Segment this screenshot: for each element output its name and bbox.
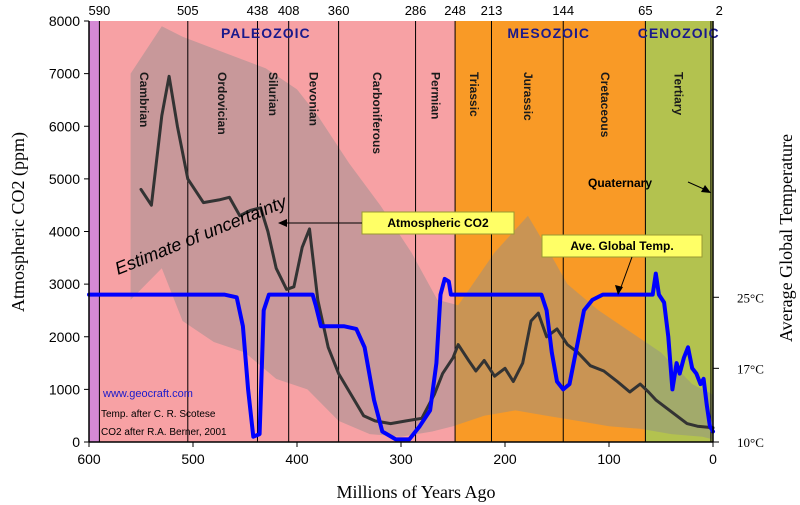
credit-co2: CO2 after R.A. Berner, 2001 [101, 427, 227, 438]
temp-callout-label: Ave. Global Temp. [570, 239, 673, 253]
period-label-carboniferous: Carboniferous [370, 72, 384, 154]
uncertainty-band-layer [130, 26, 714, 440]
top-boundary-label: 213 [481, 3, 503, 18]
top-boundary-label: 65 [638, 3, 652, 18]
precambrian-band [89, 21, 100, 442]
co2-callout-arrowhead [278, 219, 287, 227]
y2-tick-label: 10°C [737, 435, 764, 450]
temp-callout-pointer [619, 256, 633, 291]
top-boundary-label: 144 [552, 3, 574, 18]
period-label-cambrian: Cambrian [137, 72, 151, 127]
y-tick-label: 8000 [49, 13, 80, 29]
y-tick-label: 1000 [49, 381, 80, 397]
temp-callout-arrowhead [615, 285, 623, 295]
period-label-silurian: Silurian [266, 72, 280, 116]
x-tick-label: 100 [597, 451, 621, 467]
y-tick-label: 5000 [49, 171, 80, 187]
period-label-ordovician: Ordovician [215, 72, 229, 135]
y2-tick-label: 25°C [737, 290, 764, 305]
y-tick-label: 2000 [49, 329, 80, 345]
temp-callout-box [541, 234, 703, 258]
co2-callout-label: Atmospheric CO2 [387, 216, 489, 230]
co2-series-line [139, 74, 715, 430]
x-tick-label: 600 [77, 451, 101, 467]
credit-temperature: Temp. after C. R. Scotese [101, 409, 216, 420]
x-tick-label: 500 [181, 451, 205, 467]
quaternary-arrowhead [701, 185, 711, 193]
credit-website: www.geocraft.com [102, 388, 193, 400]
x-axis-label: Millions of Years Ago [336, 482, 495, 502]
quaternary-callout: Quaternary [588, 176, 711, 193]
x-tick-label: 400 [285, 451, 309, 467]
top-boundary-label: 408 [278, 3, 300, 18]
x-tick-label: 0 [709, 451, 717, 467]
top-boundary-label: 2 [716, 3, 723, 18]
y-tick-label: 4000 [49, 224, 80, 240]
x-tick-label: 300 [389, 451, 413, 467]
period-label-cretaceous: Cretaceous [598, 72, 612, 138]
top-boundary-label: 248 [444, 3, 466, 18]
co2-callout: Atmospheric CO2 [278, 211, 515, 235]
uncertainty-band [130, 26, 714, 440]
era-label-paleozoic: PALEOZOIC [221, 25, 311, 41]
top-boundary-label: 590 [89, 3, 111, 18]
era-labels: PALEOZOIC MESOZOIC CENOZOIC [221, 25, 720, 41]
y-tick-label: 0 [72, 434, 80, 450]
era-label-mesozoic: MESOZOIC [507, 25, 590, 41]
x-tick-label: 200 [493, 451, 517, 467]
axes: 590 505 438 408 360 286 248 213 144 65 2 600 500 400 3… [49, 3, 764, 467]
top-boundary-label: 286 [405, 3, 427, 18]
period-label-permian: Permian [428, 72, 442, 119]
geologic-eras-background [89, 21, 713, 442]
temperature-series-line [87, 271, 715, 442]
top-boundary-label: 505 [177, 3, 199, 18]
y2-tick-label: 17°C [737, 361, 764, 376]
period-labels: Cambrian Ordovician Silurian Devonian Carbon… [137, 72, 686, 154]
temp-callout: Ave. Global Temp. [541, 234, 703, 295]
period-label-jurassic: Jurassic [521, 72, 535, 121]
y-tick-label: 6000 [49, 118, 80, 134]
top-boundary-label: 360 [328, 3, 350, 18]
y-axis-label: Atmospheric CO2 (ppm) [8, 132, 29, 312]
period-label-triassic: Triassic [467, 72, 481, 117]
era-label-cenozoic: CENOZOIC [638, 25, 720, 41]
series-layer [87, 74, 715, 442]
y-tick-label: 3000 [49, 276, 80, 292]
period-label-devonian: Devonian [307, 72, 321, 126]
top-boundary-label: 438 [247, 3, 269, 18]
y2-axis-label: Average Global Temperature [776, 134, 796, 342]
quaternary-label: Quaternary [588, 176, 652, 190]
period-label-tertiary: Tertiary [672, 72, 686, 115]
y-tick-label: 7000 [49, 66, 80, 82]
